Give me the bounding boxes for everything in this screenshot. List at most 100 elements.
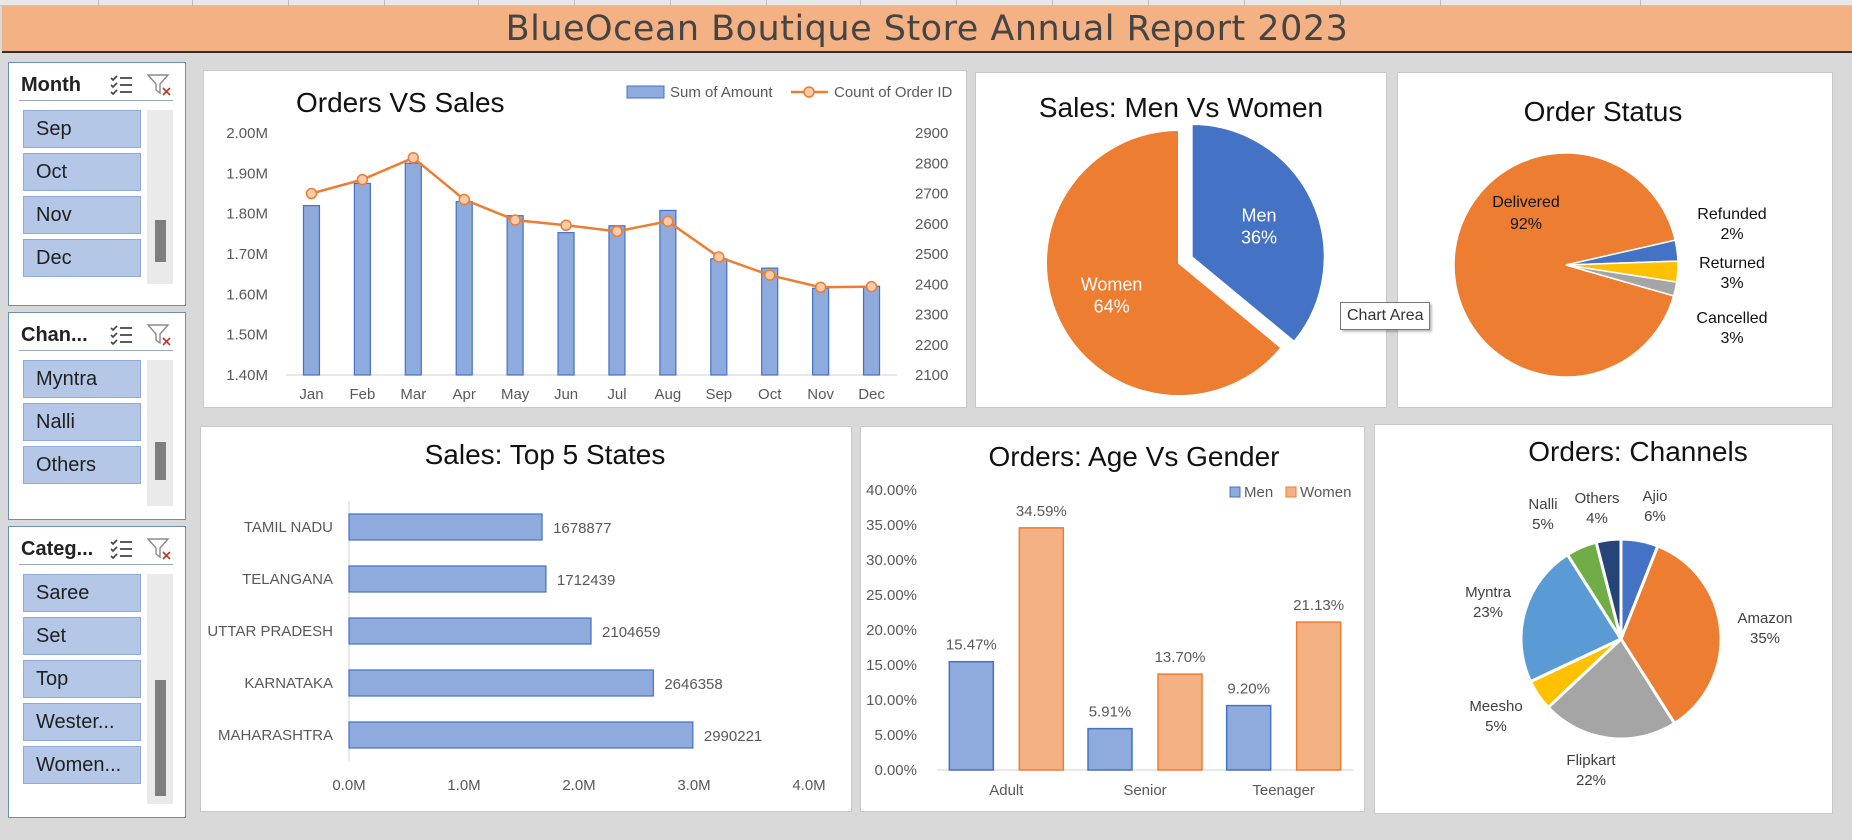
point-orders-mar	[407, 152, 420, 164]
bar-men-teenager	[1225, 704, 1272, 771]
slicer-item-nov[interactable]: Nov	[23, 196, 141, 234]
order-status-panel[interactable]: Order Status Delivered 92% Cancelled 3% Retur…	[1397, 72, 1833, 408]
clear-filter-icon[interactable]	[147, 323, 173, 347]
point-orders-nov	[814, 281, 827, 294]
scrollbar-thumb[interactable]	[155, 442, 166, 480]
point-orders-oct	[763, 269, 776, 281]
slicer-item-western[interactable]: Wester...	[23, 703, 141, 741]
slicer-scrollbar[interactable]	[147, 574, 173, 804]
slicer-title: Chan...	[21, 324, 88, 346]
top5-states-chart: Sales: Top 5 States TAMIL NADU 1678877 TELA…	[207, 439, 825, 794]
slice-pct-label: 4%	[1586, 510, 1608, 527]
chart-title: Order Status	[1524, 96, 1683, 127]
slice-label: Others	[1574, 490, 1619, 507]
clear-filter-icon[interactable]	[147, 537, 173, 561]
y-left-tick: 1.40M	[226, 367, 268, 384]
y-tick: 40.00%	[866, 482, 917, 499]
bar-amount-jul	[608, 225, 626, 376]
report-banner: BlueOcean Boutique Store Annual Report 2…	[2, 6, 1852, 53]
category-label: TELANGANA	[242, 571, 333, 588]
x-tick: Adult	[989, 782, 1024, 799]
multi-select-icon[interactable]	[109, 323, 135, 347]
data-label: 21.13%	[1293, 597, 1344, 614]
legend-label-women: Women	[1300, 484, 1351, 501]
month-slicer[interactable]: Month Sep Oct Nov Dec	[8, 62, 186, 306]
x-tick: Aug	[655, 386, 682, 403]
slicer-header: Chan...	[19, 319, 173, 351]
slicer-item-set[interactable]: Set	[23, 617, 141, 655]
slicer-item-dec[interactable]: Dec	[23, 239, 141, 277]
slice-pct-label: 92%	[1510, 216, 1542, 233]
slice-label: Men	[1242, 205, 1277, 225]
orders-vs-sales-panel[interactable]: Orders VS Sales Sum of Amount Count of Ord…	[203, 70, 967, 408]
chart-title: Orders: Age Vs Gender	[988, 441, 1279, 472]
category-slicer[interactable]: Categ... Saree Set Top Wester... Women..…	[8, 526, 186, 818]
y-tick: 35.00%	[866, 517, 917, 534]
slicer-item-oct[interactable]: Oct	[23, 153, 141, 191]
orders-vs-sales-chart: Orders VS Sales Sum of Amount Count of Ord…	[226, 84, 953, 403]
bar-women-teenager	[1295, 621, 1342, 771]
y-right-tick: 2800	[915, 155, 948, 172]
slice-label: Flipkart	[1566, 752, 1616, 769]
sales-men-women-panel[interactable]: Sales: Men Vs Women Men 36% Women 64%	[975, 72, 1387, 408]
multi-select-icon[interactable]	[109, 537, 135, 561]
age-vs-gender-chart: Orders: Age Vs Gender Men Women 0.00% 5.00% 1…	[866, 441, 1353, 799]
slicer-item-sep[interactable]: Sep	[23, 110, 141, 148]
y-right-tick: 2400	[915, 276, 948, 293]
slice-label: Delivered	[1492, 194, 1560, 211]
slicer-scrollbar[interactable]	[147, 360, 173, 506]
point-orders-jan	[305, 187, 318, 200]
scrollbar-thumb[interactable]	[155, 680, 166, 796]
bar-uttar-pradesh	[348, 617, 592, 645]
slicer-item-women[interactable]: Women...	[23, 746, 141, 784]
scrollbar-thumb[interactable]	[155, 220, 166, 262]
channels-chart: Orders: Channels Ajio 6% Amazon 35% Flipkart 2…	[1465, 436, 1792, 789]
x-tick: Dec	[858, 386, 885, 403]
bar-tamil-nadu	[348, 513, 543, 541]
channel-slicer[interactable]: Chan... Myntra Nalli Others	[8, 312, 186, 520]
column-header-strip	[0, 0, 1852, 6]
y-right-tick: 2200	[915, 337, 948, 354]
y-tick: 15.00%	[866, 657, 917, 674]
legend-label-orders: Count of Order ID	[834, 84, 953, 101]
slicer-item-nalli[interactable]: Nalli	[23, 403, 141, 441]
age-vs-gender-panel[interactable]: Orders: Age Vs Gender Men Women 0.00% 5.00% 1…	[860, 426, 1365, 812]
multi-select-icon[interactable]	[109, 73, 135, 97]
bar-karnataka	[348, 669, 654, 697]
y-left-tick: 1.90M	[226, 165, 268, 182]
x-tick: 0.0M	[332, 777, 365, 794]
slice-delivered	[1453, 152, 1677, 378]
slicer-item-saree[interactable]: Saree	[23, 574, 141, 612]
slicer-title: Month	[21, 74, 81, 96]
bar-amount-apr	[455, 200, 473, 376]
y-tick: 25.00%	[866, 587, 917, 604]
channels-panel[interactable]: Orders: Channels Ajio 6% Amazon 35% Flipkart 2…	[1374, 424, 1833, 814]
slice-men	[1190, 123, 1326, 344]
category-label: UTTAR PRADESH	[207, 623, 333, 640]
y-right-tick: 2300	[915, 307, 948, 324]
slice-pct-label: 5%	[1532, 516, 1554, 533]
data-label: 1712439	[557, 572, 615, 589]
clear-filter-icon[interactable]	[147, 73, 173, 97]
slice-pct-label: 36%	[1241, 227, 1277, 247]
category-label: TAMIL NADU	[244, 519, 333, 536]
x-tick: May	[501, 386, 530, 403]
slicer-item-top[interactable]: Top	[23, 660, 141, 698]
bar-amount-may	[506, 215, 524, 376]
order-status-chart: Order Status Delivered 92% Cancelled 3% Retur…	[1453, 96, 1768, 378]
slice-refunded	[1565, 264, 1678, 297]
slicer-header: Categ...	[19, 533, 173, 565]
x-tick: Apr	[453, 386, 476, 403]
slice-pct-label: 2%	[1720, 226, 1743, 243]
category-label: KARNATAKA	[244, 675, 333, 692]
slice-label: Meesho	[1469, 698, 1522, 715]
slicer-item-myntra[interactable]: Myntra	[23, 360, 141, 398]
x-tick: Jul	[607, 386, 626, 403]
top5-states-panel[interactable]: Sales: Top 5 States TAMIL NADU 1678877 TELA…	[200, 426, 852, 812]
slicer-scrollbar[interactable]	[147, 110, 173, 284]
slicer-item-others[interactable]: Others	[23, 446, 141, 484]
y-left-tick: 2.00M	[226, 125, 268, 142]
x-tick: Sep	[705, 386, 732, 403]
data-label: 2990221	[704, 728, 762, 745]
y-right-tick: 2700	[915, 186, 948, 203]
